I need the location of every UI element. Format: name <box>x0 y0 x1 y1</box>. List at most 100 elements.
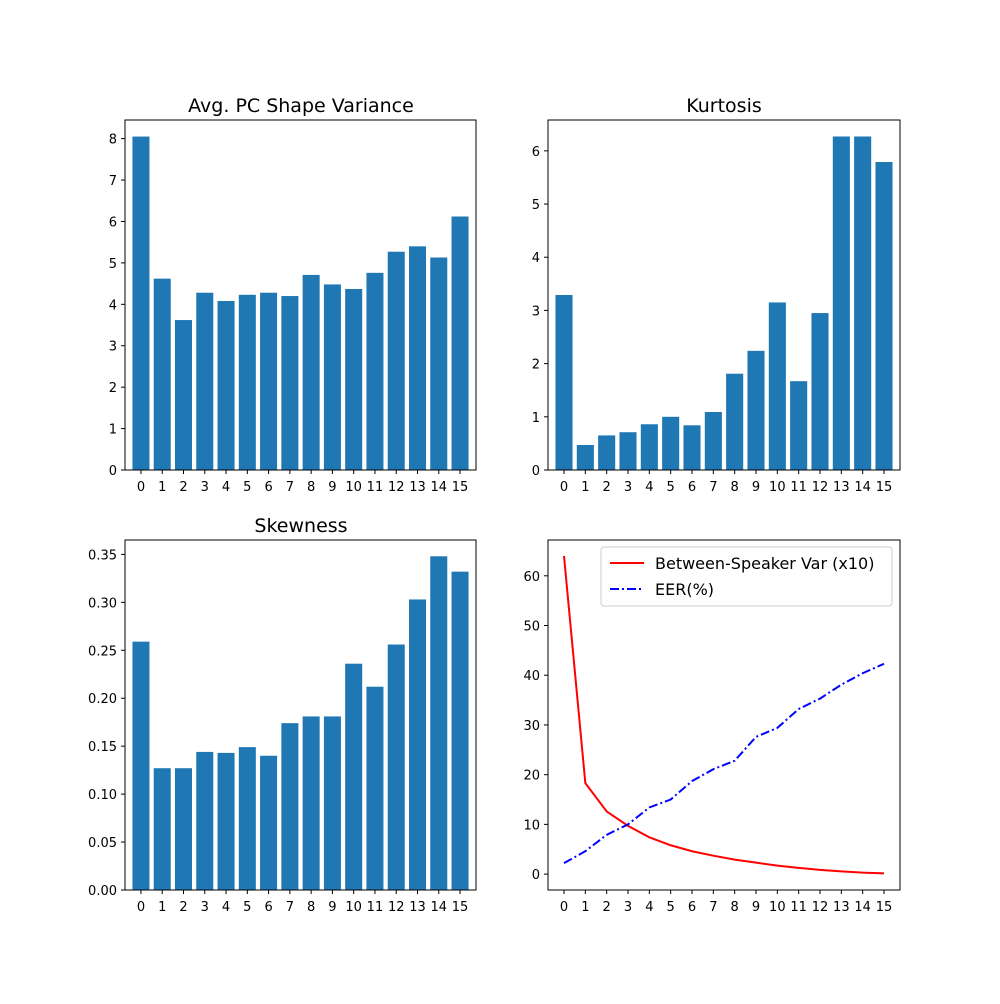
kurtosis-bar-3 <box>619 432 637 470</box>
variance-y-tick-label: 4 <box>109 298 117 313</box>
kurtosis-y-tick-label: 6 <box>532 145 540 160</box>
variance-x-tick-label: 11 <box>367 480 384 495</box>
speaker-var-line <box>563 555 885 875</box>
kurtosis-bar-15 <box>875 162 893 470</box>
variance-bar-10 <box>345 288 363 470</box>
line-x-tick-label: 15 <box>876 900 893 915</box>
kurtosis-bar-5 <box>662 416 680 470</box>
variance-x-tick-label: 13 <box>409 480 426 495</box>
skewness-bar-15 <box>451 571 469 890</box>
kurtosis-x-tick-label: 9 <box>752 480 760 495</box>
kurtosis-y-tick-label: 0 <box>532 464 540 479</box>
line-x-tick-label: 4 <box>645 900 653 915</box>
line-x-tick-label: 1 <box>581 900 589 915</box>
skewness-y-tick-label: 0.05 <box>88 836 117 851</box>
variance-bar-11 <box>366 272 384 470</box>
kurtosis-x-tick-label: 4 <box>645 480 653 495</box>
kurtosis-y-tick-label: 4 <box>532 251 540 266</box>
variance-y-tick-label: 5 <box>109 257 117 272</box>
skewness-bar-6 <box>260 755 278 890</box>
kurtosis-x-tick-label: 11 <box>790 480 807 495</box>
skewness-y-tick-label: 0.20 <box>88 692 117 707</box>
variance-bar-5 <box>238 294 256 470</box>
line-y-tick-label: 0 <box>532 868 540 883</box>
line-x-tick-label: 5 <box>667 900 675 915</box>
line-x-tick-label: 12 <box>812 900 829 915</box>
kurtosis-chart-frame <box>547 119 901 471</box>
variance-bar-15 <box>451 216 469 470</box>
variance-x-tick-label: 10 <box>345 480 362 495</box>
kurtosis-chart-title: Kurtosis <box>686 95 762 117</box>
kurtosis-x-tick-label: 1 <box>581 480 589 495</box>
kurtosis-x-tick-label: 13 <box>833 480 850 495</box>
kurtosis-y-tick-label: 1 <box>532 411 540 426</box>
kurtosis-bar-12 <box>811 313 829 470</box>
variance-x-tick-label: 15 <box>452 480 469 495</box>
line-y-tick-label: 30 <box>523 719 540 734</box>
variance-bar-9 <box>323 284 341 470</box>
kurtosis-bar-1 <box>576 445 594 470</box>
kurtosis-x-tick-label: 10 <box>769 480 786 495</box>
variance-bar-0 <box>132 136 150 470</box>
variance-x-tick-label: 6 <box>264 480 272 495</box>
variance-y-tick-label: 8 <box>109 133 117 148</box>
kurtosis-bar-2 <box>598 435 616 470</box>
variance-y-tick-label: 7 <box>109 174 117 189</box>
variance-x-tick-label: 14 <box>430 480 447 495</box>
kurtosis-x-tick-label: 7 <box>709 480 717 495</box>
skewness-bar-5 <box>238 747 256 890</box>
line-x-tick-label: 0 <box>560 900 568 915</box>
skewness-bar-11 <box>366 686 384 890</box>
skewness-x-tick-label: 1 <box>158 900 166 915</box>
skewness-bar-1 <box>153 768 171 890</box>
skewness-x-tick-label: 2 <box>179 900 187 915</box>
skewness-y-tick-label: 0.30 <box>88 596 117 611</box>
kurtosis-bar-11 <box>790 381 808 470</box>
skewness-bar-12 <box>387 644 405 890</box>
line-x-tick-label: 9 <box>752 900 760 915</box>
variance-chart-frame <box>124 119 477 471</box>
variance-bar-1 <box>153 278 171 470</box>
kurtosis-x-tick-label: 12 <box>812 480 829 495</box>
kurtosis-bar-10 <box>768 302 786 470</box>
kurtosis-bar-7 <box>704 412 722 470</box>
kurtosis-x-tick-label: 8 <box>731 480 739 495</box>
skewness-x-tick-label: 5 <box>243 900 251 915</box>
line-x-tick-label: 8 <box>731 900 739 915</box>
skewness-bar-9 <box>323 716 341 890</box>
line-y-tick-label: 50 <box>523 620 540 635</box>
skewness-x-tick-label: 8 <box>307 900 315 915</box>
skewness-y-tick-label: 0.35 <box>88 548 117 563</box>
line-x-tick-label: 3 <box>624 900 632 915</box>
kurtosis-x-tick-label: 0 <box>560 480 568 495</box>
skewness-x-tick-label: 12 <box>388 900 405 915</box>
line-x-tick-label: 11 <box>790 900 807 915</box>
line-y-tick-label: 20 <box>523 769 540 784</box>
skewness-x-tick-label: 14 <box>430 900 447 915</box>
skewness-bar-0 <box>132 641 150 890</box>
kurtosis-bar-6 <box>683 425 701 470</box>
line-x-tick-label: 6 <box>688 900 696 915</box>
chart-legend: Between-Speaker Var (x10) EER(%) <box>600 546 893 607</box>
variance-x-tick-label: 8 <box>307 480 315 495</box>
skewness-x-tick-label: 11 <box>367 900 384 915</box>
skewness-chart-title: Skewness <box>254 515 347 537</box>
skewness-bar-3 <box>196 751 214 890</box>
line-chart-frame <box>547 539 901 891</box>
kurtosis-bar-0 <box>555 295 573 470</box>
skewness-x-tick-label: 10 <box>345 900 362 915</box>
skewness-bar-8 <box>302 716 320 890</box>
kurtosis-bar-4 <box>640 424 658 470</box>
variance-bar-12 <box>387 251 405 470</box>
line-x-tick-label: 10 <box>769 900 786 915</box>
kurtosis-bar-9 <box>747 350 765 470</box>
kurtosis-x-tick-label: 14 <box>854 480 871 495</box>
variance-bar-7 <box>281 296 299 470</box>
variance-y-tick-label: 0 <box>109 464 117 479</box>
skewness-x-tick-label: 0 <box>137 900 145 915</box>
line-y-tick-label: 40 <box>523 669 540 684</box>
variance-x-tick-label: 2 <box>179 480 187 495</box>
